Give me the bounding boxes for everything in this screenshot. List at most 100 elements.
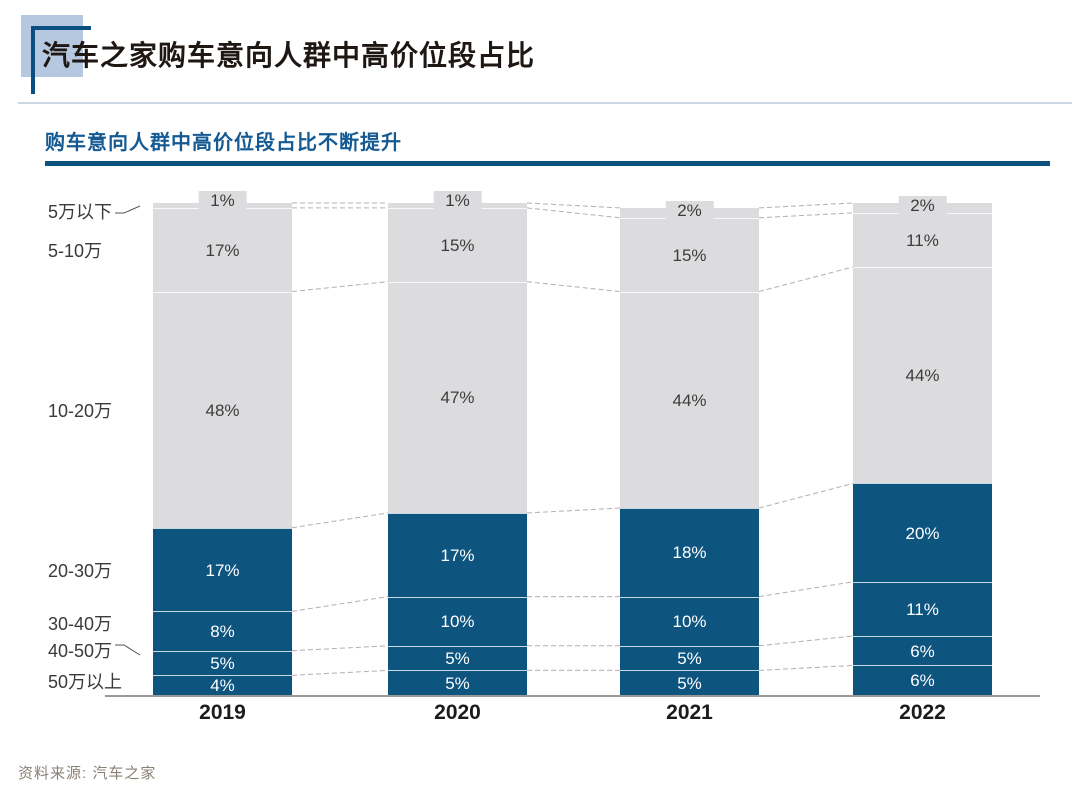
segment-20-30万-2021: 18% [620, 508, 759, 597]
connector-line [758, 581, 854, 598]
segment-value-label: 4% [210, 676, 235, 696]
connector-line [758, 635, 854, 647]
segment-20-30万-2020: 17% [388, 512, 527, 597]
segment-value-label: 47% [440, 388, 475, 408]
segment-30-40万-2021: 10% [620, 596, 759, 646]
page-title: 汽车之家购车意向人群中高价位段占比 [42, 40, 536, 71]
segment-value-label: 17% [205, 560, 240, 580]
segment-40-50万-2019: 5% [153, 650, 292, 676]
segment-value-label: 15% [672, 245, 707, 265]
bar-2022: 2% 11% 44% 20% 11% 6% 6% [853, 195, 992, 695]
price-segment-label-30-40万: 30-40万 [48, 610, 112, 636]
segment-value-label: 11% [906, 230, 939, 250]
leader-line-icon [115, 644, 141, 656]
connector-line [291, 645, 389, 652]
segment-50万以上-2020: 5% [388, 670, 527, 695]
segment-value-label: 2% [898, 195, 947, 216]
connector-line [758, 664, 854, 671]
segment-30-40万-2022: 11% [853, 581, 992, 636]
segment-value-label: 5% [210, 653, 235, 673]
connector-line [758, 266, 854, 293]
price-segment-label-text: 5万以下 [48, 202, 113, 223]
segment-20-30万-2022: 20% [853, 483, 992, 582]
segment-value-label: 5% [677, 649, 702, 669]
price-segment-label-10-20万: 10-20万 [48, 397, 112, 423]
segment-5-10万-2019: 17% [153, 207, 292, 292]
segment-value-label: 1% [198, 190, 247, 211]
segment-5万以下-2020: 1% [388, 190, 527, 211]
bar-2019: 1% 17% 48% 17% 8% 5% 4% [153, 190, 292, 695]
x-axis-label-2019: 2019 [199, 701, 246, 724]
segment-value-label: 20% [905, 523, 940, 543]
segment-value-label: 11% [906, 599, 939, 619]
segment-40-50万-2020: 5% [388, 645, 527, 671]
connector-line [291, 596, 389, 612]
segment-value-label: 8% [210, 621, 235, 641]
price-segment-label-text: 30-40万 [48, 614, 113, 635]
bar-2020: 1% 15% 47% 17% 10% 5% 5% [388, 190, 527, 695]
connector-line [758, 202, 854, 209]
segment-value-label: 48% [205, 400, 240, 420]
connector-line [291, 669, 389, 676]
segment-5万以下-2019: 1% [153, 190, 292, 211]
segment-value-label: 15% [440, 235, 475, 255]
stacked-bar-chart: 1% 17% 48% 17% 8% 5% 4% 1% 15% 47% 17% 10% 5% 5% 2% 15%… [105, 190, 1040, 697]
connector-line [526, 281, 621, 293]
segment-50万以上-2022: 6% [853, 665, 992, 695]
x-axis-label-2021: 2021 [666, 701, 713, 724]
segment-value-label: 5% [445, 649, 470, 669]
segment-5-10万-2021: 15% [620, 217, 759, 292]
segment-30-40万-2019: 8% [153, 611, 292, 651]
price-segment-label-text: 40-50万 [48, 641, 113, 662]
segment-10-20万-2022: 44% [853, 266, 992, 484]
segment-50万以上-2019: 4% [153, 675, 292, 695]
segment-5万以下-2022: 2% [853, 195, 992, 216]
connector-line [526, 507, 621, 514]
source-note: 资料来源: 汽车之家 [18, 765, 157, 782]
connector-line [758, 212, 854, 219]
price-segment-label-text: 10-20万 [48, 400, 113, 421]
price-segment-label-5万以下: 5万以下 [48, 198, 141, 224]
segment-30-40万-2020: 10% [388, 596, 527, 646]
leader-line-icon [115, 205, 141, 214]
price-segment-label-40-50万: 40-50万 [48, 637, 141, 663]
segment-50万以上-2021: 5% [620, 670, 759, 695]
segment-5-10万-2022: 11% [853, 212, 992, 267]
segment-value-label: 10% [440, 612, 475, 632]
price-segment-label-5-10万: 5-10万 [48, 237, 102, 263]
segment-value-label: 1% [433, 190, 482, 211]
segment-10-20万-2020: 47% [388, 281, 527, 513]
price-segment-label-text: 20-30万 [48, 560, 113, 581]
segment-value-label: 2% [665, 200, 714, 221]
connector-line [758, 482, 854, 509]
bar-2021: 2% 15% 44% 18% 10% 5% 5% [620, 200, 759, 695]
segment-connector-lines [291, 202, 854, 676]
price-segment-label-50万以上: 50万以上 [48, 668, 122, 694]
price-segment-label-text: 50万以上 [48, 672, 123, 693]
segment-value-label: 6% [910, 641, 935, 661]
chart-subtitle: 购车意向人群中高价位段占比不断提升 [45, 132, 402, 154]
segment-5万以下-2021: 2% [620, 200, 759, 221]
segment-value-label: 10% [672, 612, 707, 632]
subtitle-underline [45, 161, 1050, 166]
segment-value-label: 17% [205, 240, 240, 260]
segment-value-label: 18% [672, 543, 707, 563]
segment-value-label: 44% [672, 390, 707, 410]
connector-line [291, 512, 389, 529]
x-axis-label-2020: 2020 [434, 701, 481, 724]
segment-5-10万-2020: 15% [388, 207, 527, 282]
segment-value-label: 44% [905, 366, 940, 386]
segment-value-label: 6% [910, 671, 935, 691]
connector-line [526, 202, 621, 209]
segment-20-30万-2019: 17% [153, 527, 292, 612]
segment-40-50万-2021: 5% [620, 645, 759, 671]
segment-value-label: 17% [440, 545, 475, 565]
segment-10-20万-2021: 44% [620, 291, 759, 509]
segment-value-label: 5% [445, 673, 470, 693]
x-axis-label-2022: 2022 [899, 701, 946, 724]
segment-value-label: 5% [677, 673, 702, 693]
price-segment-label-20-30万: 20-30万 [48, 557, 112, 583]
price-segment-label-text: 5-10万 [48, 240, 103, 261]
connector-line [291, 281, 389, 293]
header-divider [18, 102, 1072, 104]
